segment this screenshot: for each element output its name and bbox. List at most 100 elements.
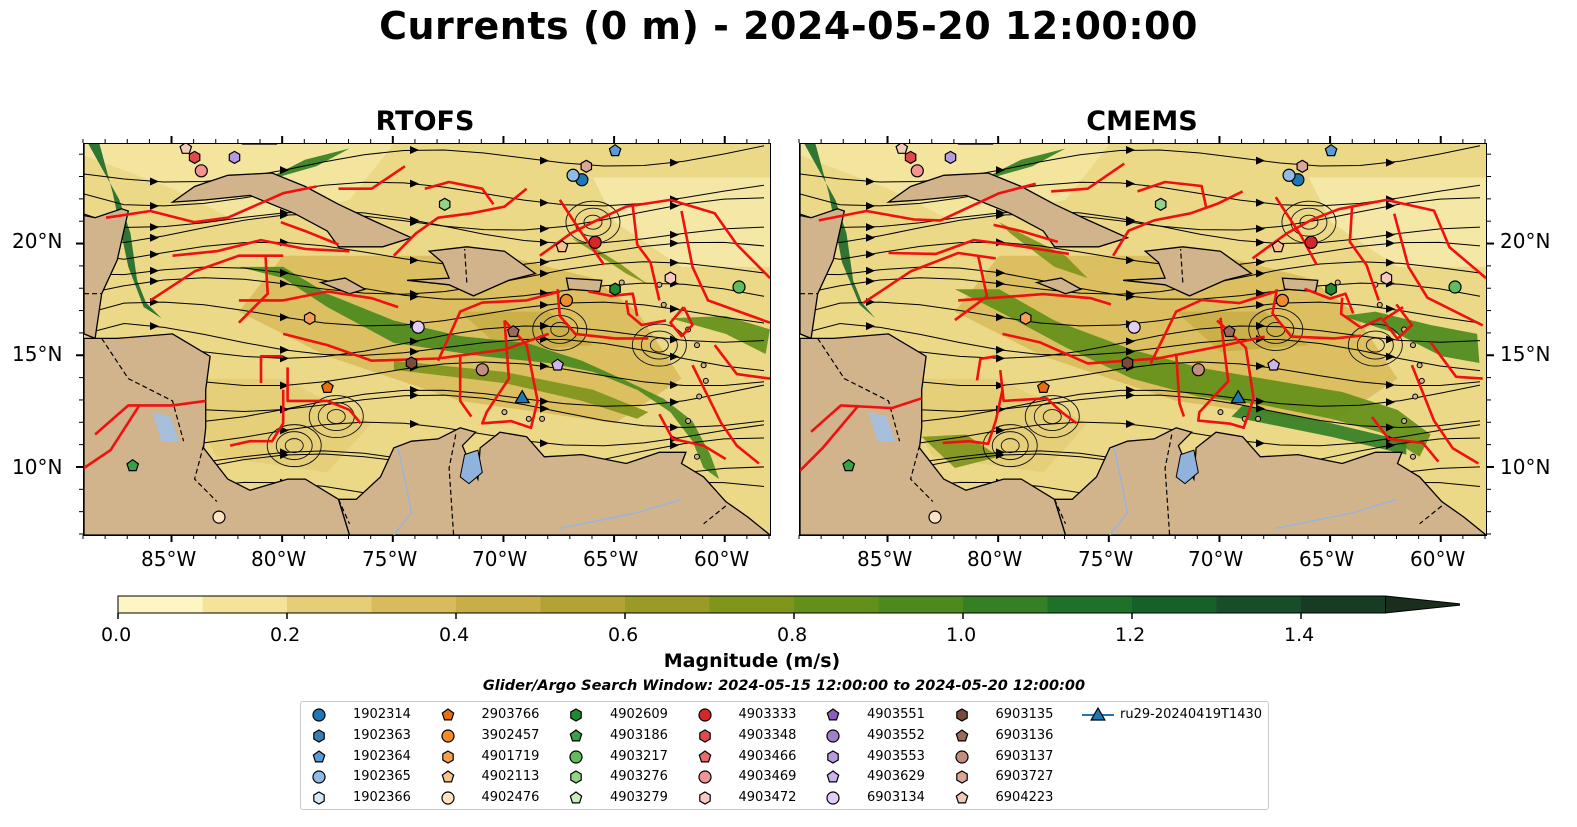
float-marker-4903333[interactable] <box>588 235 602 249</box>
float-marker-4903217[interactable] <box>732 280 746 294</box>
legend-marker[interactable] <box>955 791 968 804</box>
float-marker-6904223[interactable] <box>895 144 909 154</box>
fast-current-band <box>921 434 1000 468</box>
float-marker-4902609[interactable] <box>1325 282 1337 296</box>
float-marker-6903135[interactable] <box>405 356 418 370</box>
float-marker-6903137[interactable] <box>475 363 489 377</box>
float-marker-4903348[interactable] <box>188 150 201 165</box>
float-marker-1902364[interactable] <box>1324 144 1338 157</box>
legend-marker-icon <box>313 729 325 743</box>
float-marker-4903348[interactable] <box>904 150 917 165</box>
legend-marker[interactable] <box>697 770 712 784</box>
float-marker-4902476[interactable] <box>212 510 226 524</box>
float-marker-4903472[interactable] <box>664 271 677 285</box>
float-marker-4903186[interactable] <box>842 458 856 472</box>
float-marker-6903727[interactable] <box>580 159 593 173</box>
legend-marker[interactable] <box>312 708 326 722</box>
legend-marker[interactable] <box>955 770 968 785</box>
land-jamaica <box>318 277 367 295</box>
legend-marker[interactable] <box>570 770 582 785</box>
float-marker-4903333[interactable] <box>1304 235 1318 249</box>
float-marker-6903134[interactable] <box>411 320 425 334</box>
float-marker-2903766[interactable] <box>320 380 334 393</box>
float-marker-6903137[interactable] <box>1191 363 1205 377</box>
float-marker-6903134[interactable] <box>1127 320 1141 334</box>
float-marker-6903136[interactable] <box>506 324 520 338</box>
float-marker-6903136[interactable] <box>1222 324 1236 338</box>
legend-marker[interactable] <box>826 729 840 743</box>
float-marker-ru29-20240419T1430[interactable] <box>1230 389 1247 404</box>
cmems-map[interactable] <box>799 143 1487 536</box>
float-marker-4903472[interactable] <box>1380 271 1393 285</box>
legend-marker-icon <box>570 770 582 785</box>
float-marker-4903276[interactable] <box>438 197 451 211</box>
float-marker-6904223[interactable] <box>179 144 193 154</box>
float-marker-3902457[interactable] <box>559 293 574 307</box>
float-marker-4902609[interactable] <box>609 282 621 296</box>
rtofs-map[interactable] <box>83 143 771 536</box>
legend-marker[interactable] <box>441 770 454 783</box>
eddy-streamline <box>583 214 603 230</box>
float-marker-4903629[interactable] <box>1267 358 1281 371</box>
float-marker-4902476[interactable] <box>928 510 942 524</box>
legend-marker[interactable] <box>955 708 968 722</box>
legend-marker[interactable] <box>441 749 454 764</box>
float-marker-6903727[interactable] <box>1296 159 1309 173</box>
legend-marker[interactable] <box>698 749 711 763</box>
eez-boundary <box>1051 162 1125 193</box>
eez-boundary <box>993 223 1059 244</box>
legend-marker[interactable] <box>955 729 968 742</box>
float-marker-4903469[interactable] <box>910 164 924 178</box>
legend-marker[interactable] <box>570 708 582 722</box>
float-marker-6903135[interactable] <box>1121 356 1134 370</box>
colorbar-segment <box>1216 596 1302 613</box>
legend-glider-marker[interactable] <box>1090 707 1106 721</box>
legend-marker[interactable] <box>698 729 711 743</box>
float-marker-ru29-20240419T1430[interactable] <box>514 389 531 404</box>
legend-marker[interactable] <box>312 770 326 784</box>
float-marker-4901719[interactable] <box>1019 311 1032 325</box>
legend-marker[interactable] <box>440 729 455 743</box>
lon-label-85w-left: 85°W <box>141 547 197 571</box>
legend-marker[interactable] <box>954 749 969 764</box>
lon-label-75w-right: 75°W <box>1078 547 1134 571</box>
land-island <box>1409 453 1416 460</box>
float-marker-3902457[interactable] <box>1275 293 1290 307</box>
float-marker-1902364[interactable] <box>608 144 622 157</box>
legend-marker[interactable] <box>826 770 840 783</box>
legend-marker-icon <box>570 708 582 722</box>
legend-marker[interactable] <box>313 791 325 805</box>
float-marker-1902365[interactable] <box>1282 168 1296 182</box>
float-marker-4903186[interactable] <box>126 458 140 472</box>
eez-boundary <box>680 210 770 324</box>
legend-marker[interactable] <box>569 791 583 804</box>
float-marker-4903469[interactable] <box>194 164 208 178</box>
legend-marker[interactable] <box>697 708 712 722</box>
legend-marker[interactable] <box>312 749 326 763</box>
float-marker-4903553[interactable] <box>944 150 957 165</box>
flow-arrow <box>150 201 159 210</box>
legend-marker[interactable] <box>569 729 583 742</box>
float-marker-4903629[interactable] <box>551 358 565 371</box>
legend-marker[interactable] <box>698 791 711 805</box>
legend-marker[interactable] <box>313 729 325 743</box>
float-marker-4903217[interactable] <box>1448 280 1462 294</box>
flow-arrow <box>540 404 549 413</box>
flow-arrow <box>540 224 549 233</box>
flow-arrow <box>1256 258 1265 267</box>
float-marker-4903276[interactable] <box>1154 197 1167 211</box>
float-marker-4902113[interactable] <box>1271 240 1285 253</box>
land-island <box>1401 418 1408 425</box>
colorbar-segment <box>963 596 1048 613</box>
legend-marker[interactable] <box>826 708 840 721</box>
float-marker-1902365[interactable] <box>566 168 580 182</box>
legend-marker[interactable] <box>569 749 583 764</box>
legend-marker[interactable] <box>826 791 840 805</box>
float-marker-2903766[interactable] <box>1036 380 1050 393</box>
legend-marker[interactable] <box>440 791 455 805</box>
float-marker-4902113[interactable] <box>555 240 569 253</box>
legend-marker[interactable] <box>827 749 839 764</box>
legend-marker[interactable] <box>441 708 454 721</box>
float-marker-4903553[interactable] <box>228 150 241 165</box>
float-marker-4901719[interactable] <box>303 311 316 325</box>
